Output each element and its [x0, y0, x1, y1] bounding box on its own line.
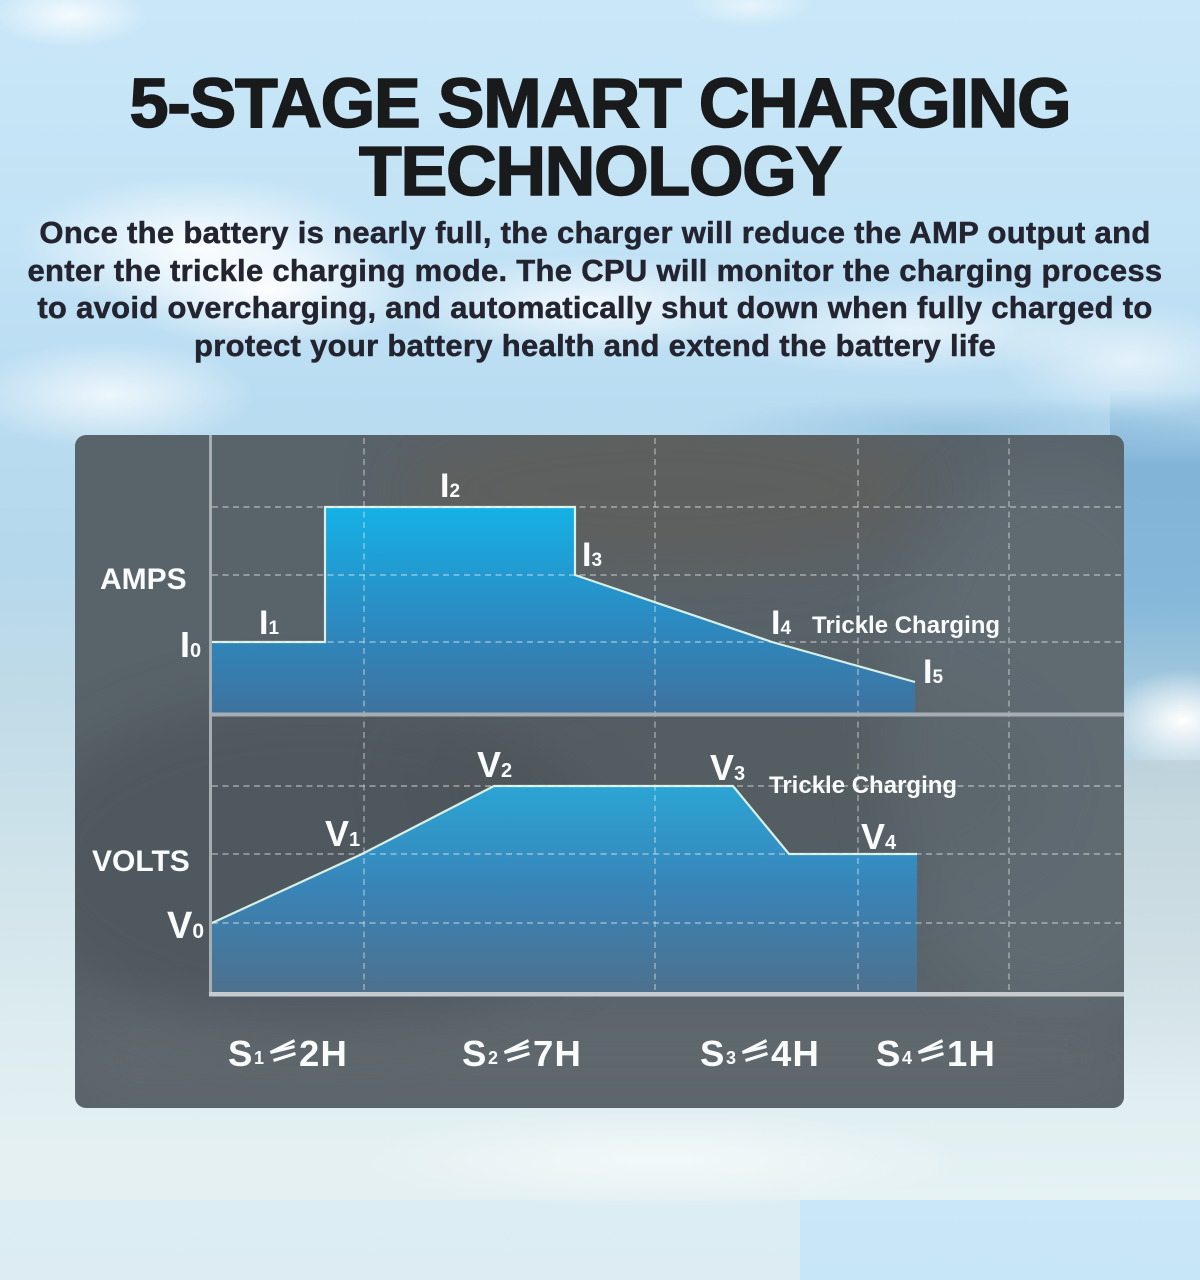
svg-text:1H: 1H: [947, 1033, 996, 1074]
svg-text:S: S: [462, 1033, 486, 1074]
svg-text:3: 3: [726, 1048, 736, 1068]
svg-text:V4: V4: [861, 816, 897, 857]
svg-text:VOLTS: VOLTS: [92, 845, 190, 878]
svg-text:S: S: [700, 1033, 724, 1074]
svg-text:Trickle Charging: Trickle Charging: [812, 612, 1000, 639]
svg-text:AMPS: AMPS: [100, 563, 187, 596]
svg-text:4: 4: [902, 1048, 912, 1068]
svg-text:Trickle Charging: Trickle Charging: [769, 772, 957, 799]
svg-text:S: S: [228, 1033, 252, 1074]
svg-text:7H: 7H: [533, 1033, 582, 1074]
svg-text:2: 2: [488, 1048, 498, 1068]
svg-text:4H: 4H: [771, 1033, 820, 1074]
svg-text:1: 1: [254, 1048, 264, 1068]
svg-text:2H: 2H: [299, 1033, 348, 1074]
svg-text:S: S: [876, 1033, 900, 1074]
